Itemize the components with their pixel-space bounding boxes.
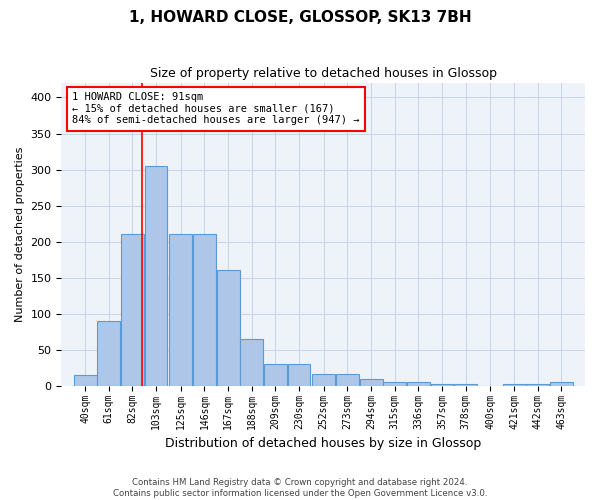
Bar [264, 364, 287, 386]
Bar [383, 382, 406, 386]
Bar [240, 339, 263, 386]
Text: 1 HOWARD CLOSE: 91sqm
← 15% of detached houses are smaller (167)
84% of semi-det: 1 HOWARD CLOSE: 91sqm ← 15% of detached … [72, 92, 359, 126]
Bar [169, 234, 192, 386]
Bar [503, 384, 526, 386]
Bar [526, 384, 549, 386]
X-axis label: Distribution of detached houses by size in Glossop: Distribution of detached houses by size … [165, 437, 481, 450]
Y-axis label: Number of detached properties: Number of detached properties [15, 146, 25, 322]
Bar [312, 374, 335, 386]
Text: Contains HM Land Registry data © Crown copyright and database right 2024.
Contai: Contains HM Land Registry data © Crown c… [113, 478, 487, 498]
Title: Size of property relative to detached houses in Glossop: Size of property relative to detached ho… [150, 68, 497, 80]
Text: 1, HOWARD CLOSE, GLOSSOP, SK13 7BH: 1, HOWARD CLOSE, GLOSSOP, SK13 7BH [128, 10, 472, 25]
Bar [336, 374, 359, 386]
Bar [74, 375, 97, 386]
Bar [145, 166, 167, 386]
Bar [359, 378, 383, 386]
Bar [454, 384, 477, 386]
Bar [217, 270, 239, 386]
Bar [550, 382, 573, 386]
Bar [431, 384, 454, 386]
Bar [97, 321, 120, 386]
Bar [121, 234, 144, 386]
Bar [287, 364, 310, 386]
Bar [193, 234, 216, 386]
Bar [407, 382, 430, 386]
